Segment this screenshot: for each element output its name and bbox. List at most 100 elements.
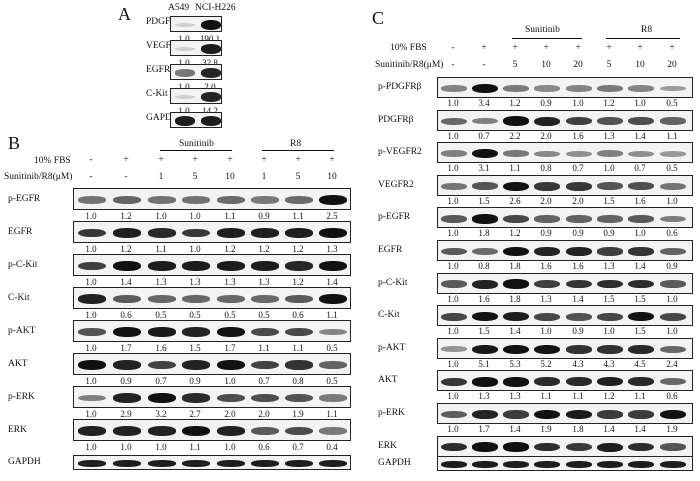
blot-band bbox=[472, 83, 498, 94]
blot-band bbox=[251, 295, 279, 303]
blot-band bbox=[660, 443, 686, 451]
quant-value: 1.0 bbox=[447, 261, 459, 271]
quant-value: 1.7 bbox=[478, 424, 490, 434]
quant-value: 1.2 bbox=[509, 228, 521, 239]
quant-value: 1.2 bbox=[120, 244, 132, 254]
quant-value: 1.1 bbox=[224, 211, 236, 221]
blot-strip bbox=[437, 142, 693, 164]
blot-band bbox=[285, 460, 313, 467]
quant-value: 1.1 bbox=[189, 442, 201, 452]
blot-band bbox=[441, 461, 467, 468]
quant-value: 0.9 bbox=[540, 228, 552, 239]
quant-value: 1.1 bbox=[326, 310, 338, 320]
blot-band bbox=[628, 461, 654, 468]
quant-value: 1.4 bbox=[509, 326, 521, 337]
blot-strip bbox=[73, 386, 351, 408]
blot-band bbox=[597, 215, 623, 223]
condition-label: 10% FBS bbox=[34, 156, 71, 166]
quant-value: 1.0 bbox=[572, 98, 584, 108]
quant-value: 1.0 bbox=[447, 391, 459, 402]
blot-band bbox=[628, 442, 654, 452]
quant-value: 2.0 bbox=[540, 195, 552, 206]
blot-band bbox=[472, 117, 498, 125]
blot-band bbox=[78, 360, 106, 370]
blot-band bbox=[472, 377, 498, 387]
blot-band bbox=[78, 460, 106, 467]
blot-band bbox=[319, 294, 347, 304]
condition-label: 10% FBS bbox=[390, 43, 427, 53]
blot-band bbox=[217, 261, 245, 271]
blot-band bbox=[566, 279, 592, 289]
quant-value: 1.1 bbox=[258, 343, 270, 353]
row-label: VEGFR2 bbox=[378, 179, 414, 190]
blot-band bbox=[217, 393, 245, 403]
panel-a-label: A bbox=[118, 4, 131, 24]
fbs-mark: + bbox=[192, 155, 198, 165]
quant-value: 1.0 bbox=[634, 228, 646, 239]
blot-band bbox=[182, 460, 210, 467]
quant-value: 1.4 bbox=[634, 130, 646, 141]
quant-value: 1.2 bbox=[224, 244, 236, 254]
blot-band bbox=[534, 442, 560, 452]
blot-strip bbox=[170, 16, 222, 32]
blot-band bbox=[148, 196, 176, 204]
blot-band bbox=[472, 461, 498, 468]
quant-value: 1.0 bbox=[85, 310, 97, 320]
blot-band bbox=[660, 247, 686, 256]
blot-band bbox=[534, 377, 560, 387]
blot-band bbox=[148, 360, 176, 370]
blot-band bbox=[182, 228, 210, 238]
quant-value: 0.9 bbox=[572, 228, 584, 239]
quant-value: 0.5 bbox=[666, 98, 678, 108]
blot-band bbox=[597, 247, 623, 256]
quant-value: 1.7 bbox=[224, 343, 236, 353]
blot-band bbox=[441, 312, 467, 321]
blot-band bbox=[660, 85, 686, 92]
quant-value: 1.9 bbox=[666, 424, 678, 434]
dose-value: - bbox=[124, 172, 128, 182]
cell-line-label: NCI-H226 bbox=[195, 3, 236, 13]
quant-value: 1.1 bbox=[292, 211, 304, 221]
blot-band bbox=[628, 117, 654, 126]
row-label: C-Kit bbox=[146, 89, 168, 99]
quant-value: 0.9 bbox=[540, 98, 552, 108]
quant-value: 0.6 bbox=[258, 442, 270, 452]
blot-band bbox=[319, 228, 347, 238]
blot-band bbox=[319, 261, 347, 271]
blot-band bbox=[472, 247, 498, 256]
quant-value: 1.0 bbox=[155, 442, 167, 452]
blot-band bbox=[534, 116, 560, 126]
blot-band bbox=[285, 228, 313, 238]
quant-value: 1.0 bbox=[85, 442, 97, 452]
blot-band bbox=[503, 442, 529, 452]
row-label: p-EGFR bbox=[8, 193, 41, 204]
row-label: p-PDGFRβ bbox=[378, 82, 422, 92]
blot-band bbox=[597, 182, 623, 191]
quant-value: 2.2 bbox=[509, 130, 521, 141]
group-line bbox=[606, 38, 680, 39]
dose-value: 10 bbox=[225, 172, 235, 182]
blot-band bbox=[113, 426, 141, 436]
blot-band bbox=[472, 182, 498, 191]
blot-strip bbox=[437, 403, 693, 424]
quant-value: 5.2 bbox=[540, 358, 552, 369]
group-label: R8 bbox=[641, 25, 653, 35]
blot-band bbox=[597, 377, 623, 387]
blot-band bbox=[174, 46, 196, 52]
quant-value: 0.9 bbox=[572, 326, 584, 337]
blot-band bbox=[148, 228, 176, 238]
quant-value: 1.1 bbox=[509, 163, 521, 174]
dose-value: 5 bbox=[512, 60, 518, 70]
quant-value: 0.9 bbox=[258, 211, 270, 221]
blot-band bbox=[319, 460, 347, 467]
blot-strip bbox=[170, 112, 222, 128]
quant-value: 1.0 bbox=[603, 326, 615, 337]
quant-value: 2.0 bbox=[572, 195, 584, 206]
blot-band bbox=[566, 247, 592, 256]
fbs-mark: + bbox=[637, 43, 643, 53]
blot-band bbox=[503, 344, 529, 354]
quant-value: 1.3 bbox=[258, 277, 270, 287]
quant-value: 1.0 bbox=[178, 82, 190, 92]
row-label: p-VEGFR2 bbox=[378, 147, 422, 158]
quant-value: 1.6 bbox=[540, 261, 552, 271]
